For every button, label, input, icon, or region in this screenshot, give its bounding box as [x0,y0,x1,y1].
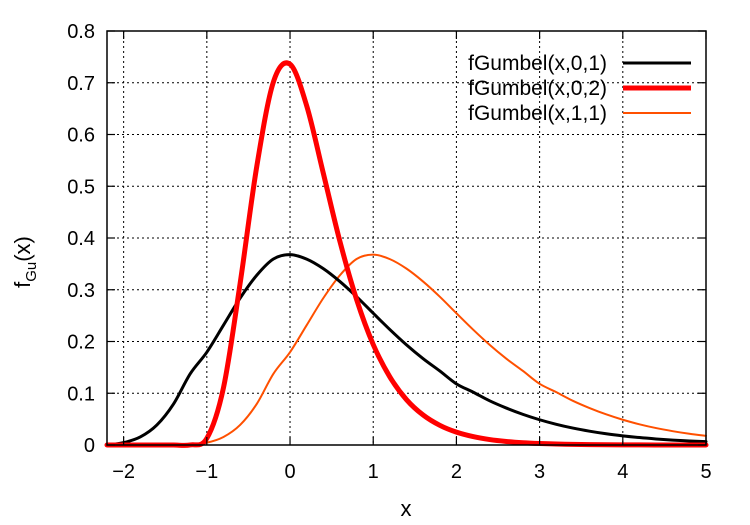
grid [107,31,706,445]
tick-labels: −2 −1 0 1 2 3 4 5 0 0.1 0.2 0.3 0.4 0.5 0.6 0.7 0.8 [67,21,711,483]
x-tick-label: 5 [700,461,711,483]
y-tick-label: 0.5 [67,176,95,198]
x-tick-label: 0 [284,461,295,483]
x-axis-label: x [401,496,412,521]
plot-frame [106,30,707,446]
y-tick-label: 0.4 [67,228,95,250]
y-axis-label-tail: (x) [10,236,35,262]
tick-marks [107,30,707,446]
legend: fGumbel(x,0,1)fGumbel(x,0,2)fGumbel(x,1,… [468,52,691,125]
y-tick-label: 0.7 [67,73,95,95]
y-tick-label: 0.8 [67,21,95,43]
legend-label: fGumbel(x,1,1) [468,102,607,125]
y-tick-label: 0.6 [67,125,95,147]
x-tick-label: −1 [195,461,218,483]
y-axis-label-sub: Gu [23,262,40,282]
x-tick-label: 4 [617,461,628,483]
y-tick-label: 0.2 [67,332,95,354]
y-tick-label: 0.3 [67,280,95,302]
series-lines [104,60,709,448]
x-tick-label: 3 [534,461,545,483]
series-line-2 [106,253,707,447]
x-tick-label: 2 [451,461,462,483]
series-line-0 [105,253,708,447]
y-tick-label: 0 [84,435,95,457]
y-axis-label-main: f [10,281,35,288]
x-tick-label: 1 [368,461,379,483]
series-line-1 [104,60,709,448]
x-tick-label: −2 [112,461,135,483]
y-axis-label: fGu(x) [10,236,40,288]
y-tick-label: 0.1 [67,383,95,405]
legend-label: fGumbel(x,0,1) [468,52,607,75]
legend-label: fGumbel(x,0,2) [468,77,607,100]
